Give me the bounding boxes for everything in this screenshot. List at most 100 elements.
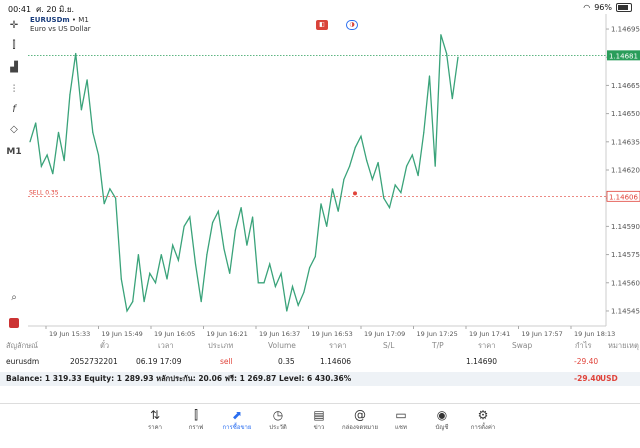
indicators-icon[interactable]: ▟ — [10, 62, 18, 73]
price-tick-label: 1.14695 — [611, 26, 640, 34]
price-point — [166, 278, 168, 280]
nav-account[interactable]: ◉ บัญชี — [422, 408, 462, 432]
price-point — [257, 282, 259, 284]
price-point — [240, 207, 242, 209]
nav-chat[interactable]: ▭ แชท — [381, 408, 421, 432]
nav-quotes[interactable]: ⇅ ราคา — [135, 408, 175, 432]
sell-order-label: SELL 0.35 — [29, 189, 59, 196]
price-point — [423, 131, 425, 133]
row-current: 1.14690 — [466, 357, 498, 366]
settings-sliders-icon[interactable]: ⫶ — [12, 84, 16, 95]
price-point — [52, 173, 54, 175]
price-tick-label: 1.14665 — [611, 82, 640, 90]
nav-trade[interactable]: ⬈ การซื้อขาย — [217, 408, 257, 432]
time-tick-label: 19 Jun 16:05 — [154, 330, 195, 338]
price-point — [120, 278, 122, 280]
time-tick-label: 19 Jun 16:37 — [259, 330, 300, 338]
nav-chart[interactable]: ⫿ กราฟ — [176, 408, 216, 432]
col-tp: T/P — [432, 341, 444, 350]
col-volume: Volume — [268, 341, 296, 350]
row-time: 06.19 17:09 — [136, 357, 182, 366]
time-tick-label: 19 Jun 17:41 — [469, 330, 510, 338]
price-point — [137, 254, 139, 256]
time-tick-label: 19 Jun 17:25 — [417, 330, 458, 338]
price-point — [320, 203, 322, 205]
price-point — [132, 301, 134, 303]
col-swap: Swap — [512, 341, 533, 350]
price-point — [29, 141, 31, 143]
price-point — [383, 197, 385, 199]
price-point — [200, 301, 202, 303]
col-ticket: ตั๋ว — [100, 341, 110, 350]
price-point — [291, 285, 294, 288]
crosshair-icon[interactable]: ✛ — [9, 20, 19, 31]
price-point — [46, 154, 48, 156]
timeframe-button[interactable]: M1 — [6, 147, 22, 157]
price-point — [183, 225, 185, 227]
price-point — [286, 310, 288, 312]
col-sl: S/L — [383, 341, 395, 350]
chart-type-icon[interactable]: ⫿ — [12, 40, 16, 51]
time-tick-label: 19 Jun 15:33 — [49, 330, 90, 338]
price-point — [366, 160, 368, 162]
objects-icon[interactable]: ◇ — [10, 124, 18, 135]
symbol-name[interactable]: EURUSDm — [30, 16, 70, 24]
price-point — [457, 56, 459, 58]
bottom-nav: ⇅ ราคา ⫿ กราฟ ⬈ การซื้อขาย ◷ ประวัติ ▤ ข่าว @… — [0, 403, 640, 448]
price-point — [75, 52, 77, 55]
time-tick-label: 19 Jun 17:09 — [364, 330, 405, 338]
price-point — [297, 304, 299, 306]
price-point — [428, 75, 431, 77]
price-point — [126, 310, 128, 312]
nav-mailbox[interactable]: @ กล่องจดหมาย — [341, 408, 379, 431]
search-icon[interactable]: ⌕ — [11, 292, 17, 303]
price-chart[interactable]: EURUSDm • M1 Euro vs US Dollar ◧ ◑ 1.146… — [28, 14, 640, 340]
price-point — [154, 282, 157, 284]
price-point — [92, 131, 94, 133]
price-point — [212, 222, 214, 224]
settings-gear-icon: ⚙ — [477, 408, 489, 422]
col-current: ราคา — [478, 341, 496, 350]
price-point — [349, 165, 351, 167]
row-profit: -29.40 — [574, 357, 599, 366]
chart-canvas[interactable]: 1.146951.146801.146651.146501.146351.146… — [28, 14, 640, 340]
price-point — [115, 197, 117, 199]
function-icon[interactable]: f — [12, 104, 16, 115]
price-point — [337, 210, 339, 212]
price-point — [360, 135, 362, 137]
time-tick-label: 19 Jun 16:21 — [207, 330, 248, 338]
price-point — [263, 282, 265, 284]
price-point — [143, 301, 145, 303]
trade-chart-icon: ⬈ — [231, 408, 243, 422]
status-time: 00:41 ศ. 20 มิ.ย. — [8, 5, 75, 14]
row-volume: 0.35 — [278, 357, 295, 366]
price-point — [229, 272, 231, 274]
price-point — [149, 272, 151, 274]
price-point — [411, 154, 413, 156]
nav-news[interactable]: ▤ ข่าว — [299, 408, 339, 432]
candles-icon: ⫿ — [194, 408, 198, 422]
nav-settings[interactable]: ⚙ การตั้งค่า — [463, 408, 503, 432]
price-point — [371, 178, 373, 180]
col-price: ราคา — [329, 341, 347, 350]
depth-icon[interactable]: ◑ — [346, 20, 358, 30]
price-point — [103, 203, 105, 205]
one-click-trade-icon[interactable]: ◧ — [316, 20, 328, 30]
price-point — [451, 98, 453, 100]
price-point — [303, 291, 305, 293]
price-point — [109, 188, 111, 190]
current-price-tag — [607, 50, 640, 61]
time-tick-label: 19 Jun 18:13 — [574, 330, 615, 338]
time-tick-label: 19 Jun 17:57 — [522, 330, 563, 338]
nav-history[interactable]: ◷ ประวัติ — [258, 408, 298, 432]
time-tick-label: 19 Jun 16:53 — [312, 330, 353, 338]
row-symbol: eurusdm — [6, 357, 40, 366]
price-tick-label: 1.14545 — [611, 307, 640, 315]
price-tick-label: 1.14620 — [611, 167, 640, 175]
mail-at-icon: @ — [354, 408, 366, 422]
total-profit: -29.40 — [574, 374, 601, 383]
account-icon: ◉ — [436, 408, 448, 422]
price-point — [326, 225, 328, 227]
symbol-description: Euro vs US Dollar — [30, 25, 91, 33]
app-logo-icon[interactable] — [5, 316, 23, 332]
